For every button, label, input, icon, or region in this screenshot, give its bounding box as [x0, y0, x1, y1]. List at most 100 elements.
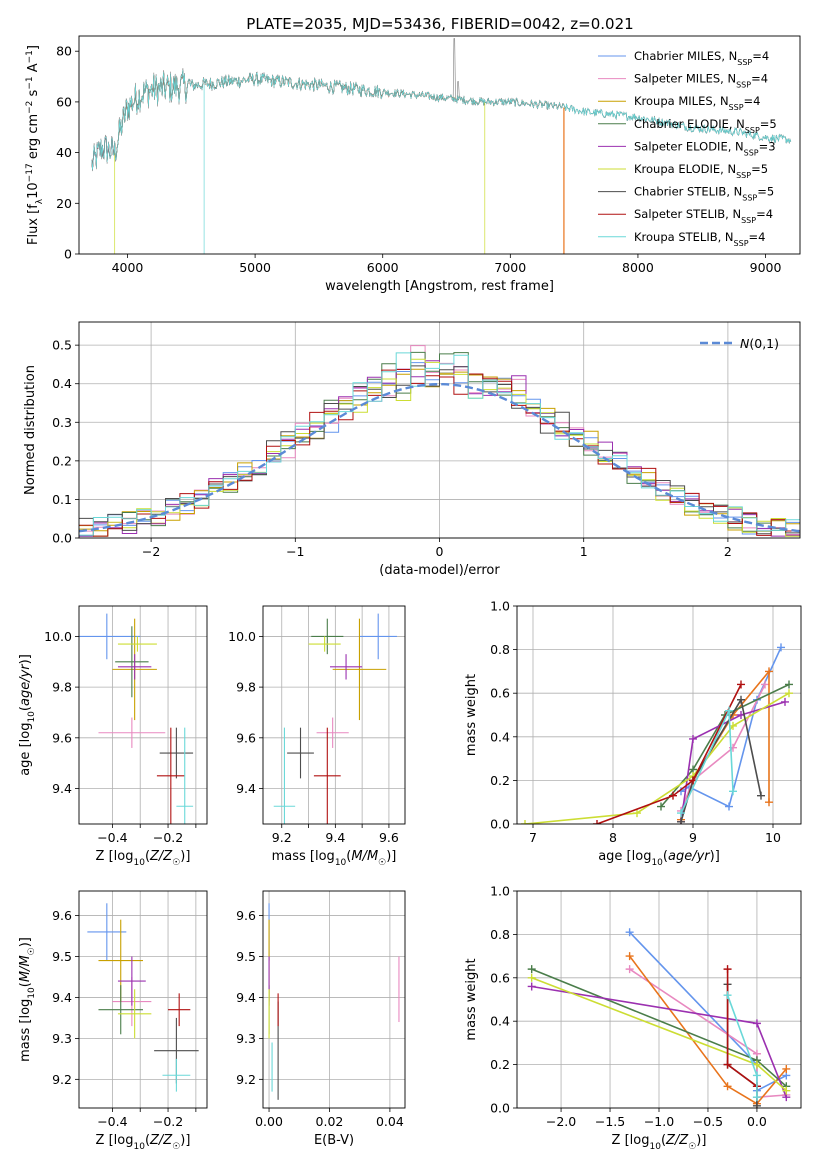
x-tick-label: −0.2 [153, 830, 183, 845]
spectrum-legend: Chabrier MILES, NSSP=4 Salpeter MILES, NS… [598, 49, 777, 247]
mass-vs-EBV-plot: 0.00 0.02 0.04 9.2 9.3 9.4 9.5 9.6 E(B-V) [236, 890, 406, 1148]
x-tick-label: 9000 [750, 260, 782, 275]
y-tick-label: 0.0 [490, 817, 510, 832]
weight-point-marker [777, 643, 785, 652]
x-tick-label: 0 [436, 544, 444, 559]
weight-point-marker [677, 809, 685, 818]
weight-point-marker [737, 695, 745, 704]
x-tick-label: −1.5 [595, 1114, 625, 1129]
weight-point-marker [725, 802, 733, 811]
y-tick-label: 80 [56, 44, 72, 59]
weight-point-marker [765, 798, 773, 807]
y-tick-label: 9.3 [236, 1031, 256, 1046]
mass-vs-Z-marks [87, 903, 199, 1092]
spectrum-model-line [91, 70, 565, 254]
y-tick-label: 0.1 [52, 492, 72, 507]
weight-series-line [660, 683, 790, 808]
weight-point-marker [527, 973, 536, 982]
spectrum-plot: 4000 5000 6000 7000 8000 9000 0 20 40 60 80 wavelen… [25, 35, 801, 294]
x-tick-label: 6000 [367, 260, 399, 275]
weight-point-marker [757, 791, 765, 800]
weight-point-marker [781, 697, 789, 706]
weight-series-line [726, 984, 758, 1106]
weight-series-line [726, 994, 758, 1098]
x-tick-label: 9.4 [325, 830, 345, 845]
weight-series-line [628, 955, 787, 1105]
legend-entry: Salpeter MILES, NSSP=4 [634, 72, 768, 90]
x-tick-label: 8000 [622, 260, 654, 275]
y-tick-label: 0.4 [490, 729, 510, 744]
x-tick-label: 7000 [494, 260, 526, 275]
weight-point-marker [625, 928, 634, 937]
x-axis-label: Z [log10(Z/Z☉)] [612, 1133, 707, 1152]
legend-entry: Chabrier MILES, NSSP=4 [634, 49, 769, 67]
weight-point-marker [737, 680, 745, 689]
y-tick-label: 0.0 [490, 1101, 510, 1116]
normal-curve [79, 382, 800, 533]
y-tick-label: 9.6 [236, 908, 256, 923]
y-tick-label: 20 [56, 196, 72, 211]
weight-point-marker [625, 952, 634, 961]
data-point [332, 618, 387, 721]
data-point [117, 956, 146, 1006]
x-tick-label: −2.0 [546, 1114, 576, 1129]
weight-point-marker [689, 734, 697, 743]
weight-point-marker [669, 791, 677, 800]
axes-frame [78, 605, 208, 825]
data-point [117, 654, 152, 680]
y-tick-label: 9.8 [236, 680, 256, 695]
x-tick-label: −0.5 [693, 1114, 723, 1129]
y-axis-label: age [log10(age/yr)] [18, 654, 37, 776]
weight-point-marker [723, 965, 732, 974]
x-tick-label: 9 [689, 830, 697, 845]
x-tick-label: −0.4 [97, 830, 127, 845]
x-tick-label: −0.4 [97, 1114, 127, 1129]
age-vs-mass-marks [273, 613, 397, 824]
data-point [329, 654, 363, 680]
x-axis-label: age [log10(age/yr)] [598, 849, 720, 868]
data-point [316, 717, 349, 748]
data-point [162, 1058, 191, 1092]
y-tick-label: 9.5 [236, 949, 256, 964]
weight-series-line [680, 684, 766, 812]
data-point [79, 613, 141, 660]
y-tick-label: 0.2 [52, 453, 72, 468]
weight-vs-Z-plot: −2.0 −1.5 −1.0 −0.5 0.0 0.0 0.2 0.4 0.6 0.8 1.0 Z [… [464, 884, 802, 1152]
x-tick-label: 4000 [112, 260, 144, 275]
data-point [87, 903, 127, 961]
legend-entry: Chabrier STELIB, NSSP=5 [634, 185, 774, 203]
x-tick-label: −1 [286, 544, 304, 559]
x-axis-label: wavelength [Angstrom, rest frame] [325, 279, 554, 294]
weight-point-marker [782, 1086, 791, 1095]
data-point [287, 727, 314, 779]
axes-frame [262, 605, 406, 825]
y-axis-label: mass weight [464, 958, 479, 1040]
age-vs-Z-marks [79, 613, 194, 824]
weight-point-marker [521, 820, 529, 824]
x-tick-label: 7 [529, 830, 537, 845]
weight-series-line [726, 969, 758, 1087]
weight-point-marker [625, 965, 634, 974]
weight-point-marker [593, 820, 601, 824]
weight-vs-age-marks [521, 643, 793, 824]
y-tick-label: 1.0 [490, 599, 510, 614]
weight-point-marker [657, 802, 665, 811]
axes-frame [262, 890, 406, 1109]
y-tick-label: 0 [64, 247, 72, 262]
x-tick-label: −1.0 [644, 1114, 674, 1129]
y-tick-label: 9.3 [52, 1031, 72, 1046]
mass-vs-EBV-marks [268, 903, 400, 1100]
weight-series-line [596, 684, 742, 824]
weight-point-marker [765, 667, 773, 676]
y-tick-label: 0.6 [490, 686, 510, 701]
axes-frame [516, 605, 802, 825]
data-point [117, 989, 152, 1039]
legend-entry: Salpeter STELIB, NSSP=4 [634, 207, 773, 225]
y-tick-label: 0.2 [490, 1057, 510, 1072]
residuals-plot: −2 −1 0 1 2 0.0 0.1 0.2 0.3 0.4 0.5 (data-model)/er… [23, 321, 801, 578]
x-tick-label: 0.0 [747, 1114, 767, 1129]
data-point [308, 636, 341, 652]
x-axis-label: E(B-V) [314, 1133, 354, 1148]
y-tick-label: 9.4 [236, 990, 256, 1005]
weight-point-marker [725, 706, 733, 715]
